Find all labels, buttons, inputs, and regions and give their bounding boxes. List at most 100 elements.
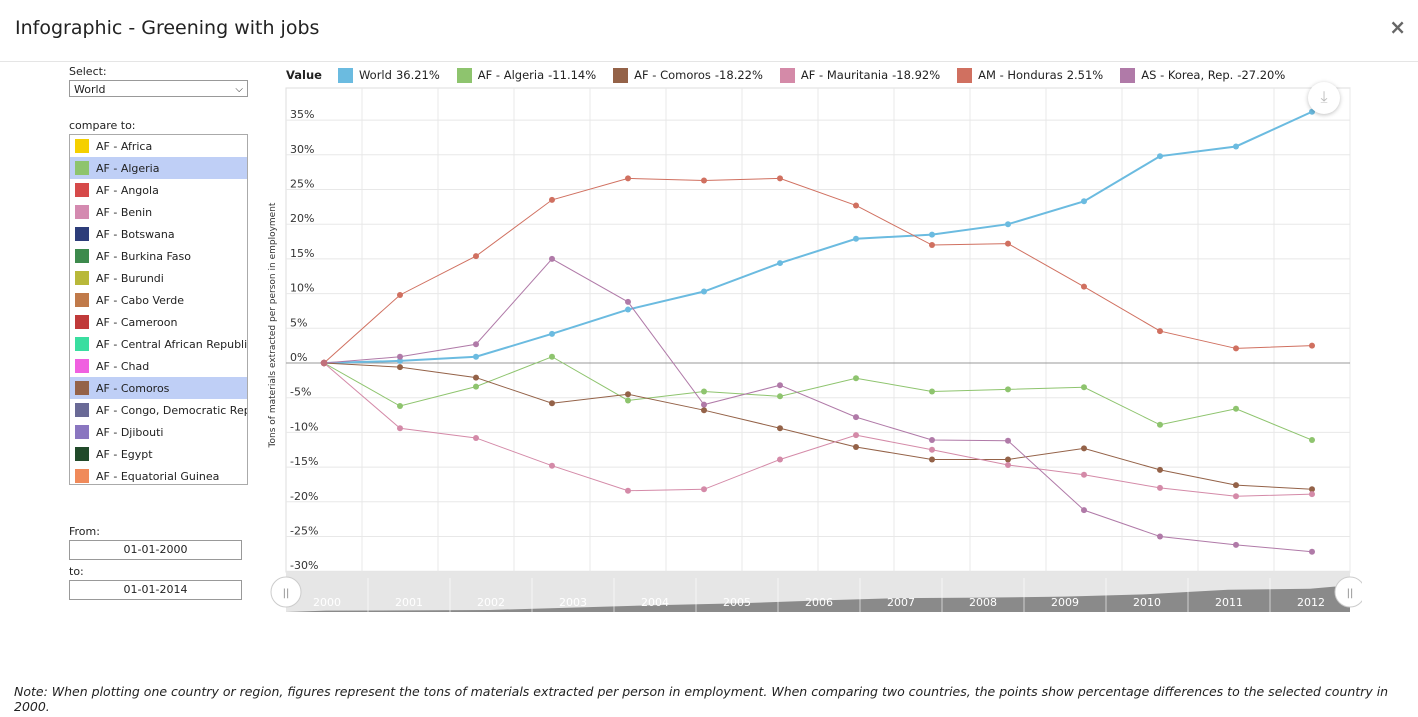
- data-point: [929, 388, 935, 395]
- list-item[interactable]: AF - Algeria: [70, 157, 247, 179]
- list-item[interactable]: AF - Chad: [70, 355, 247, 377]
- list-item[interactable]: AF - Cabo Verde: [70, 289, 247, 311]
- list-item[interactable]: AF - Equatorial Guinea: [70, 465, 247, 484]
- legend-item[interactable]: AF - Algeria -11.14%: [456, 67, 597, 83]
- list-item[interactable]: AF - Comoros: [70, 377, 247, 399]
- legend-item[interactable]: AM - Honduras 2.51%: [957, 67, 1104, 83]
- data-point: [777, 175, 783, 182]
- y-tick-label: 30%: [290, 143, 314, 156]
- navigator-label: 2012: [1297, 596, 1325, 609]
- list-item[interactable]: AF - Egypt: [70, 443, 247, 465]
- color-swatch: [75, 227, 89, 241]
- data-point: [1081, 198, 1087, 205]
- data-point: [473, 353, 479, 360]
- navigator-label: 2005: [723, 596, 751, 609]
- legend-item[interactable]: AS - Korea, Rep. -27.20%: [1120, 67, 1285, 83]
- navigator-handle-right[interactable]: [1334, 576, 1362, 608]
- y-tick-label: 20%: [290, 212, 314, 225]
- y-tick-label: -30%: [290, 559, 318, 572]
- list-item[interactable]: AF - Burkina Faso: [70, 245, 247, 267]
- data-point: [397, 425, 403, 432]
- color-swatch: [75, 469, 89, 483]
- y-tick-label: 0%: [290, 351, 307, 364]
- navigator-label: 2003: [559, 596, 587, 609]
- select-label: Select:: [69, 65, 107, 78]
- y-tick-label: 25%: [290, 178, 314, 191]
- list-item[interactable]: AF - Congo, Democratic Republ: [70, 399, 247, 421]
- navigator-label: 2011: [1215, 596, 1243, 609]
- country-select[interactable]: World ⌵: [69, 80, 248, 97]
- list-item-label: AF - Algeria: [96, 161, 160, 175]
- list-item[interactable]: AF - Central African Republic: [70, 333, 247, 355]
- list-item-label: AF - Botswana: [96, 227, 175, 241]
- legend-item[interactable]: World 36.21%: [337, 67, 440, 83]
- list-item[interactable]: AF - Benin: [70, 201, 247, 223]
- data-point: [1157, 533, 1163, 540]
- data-point: [1005, 221, 1011, 228]
- header: Infographic - Greening with jobs ×: [0, 0, 1418, 62]
- close-icon[interactable]: ×: [1389, 15, 1406, 39]
- to-date-input[interactable]: 01-01-2014: [69, 580, 242, 600]
- data-point: [853, 235, 859, 242]
- data-point: [473, 383, 479, 390]
- data-point: [701, 401, 707, 408]
- color-swatch: [75, 381, 89, 395]
- data-point: [1309, 342, 1315, 349]
- series-line: [323, 177, 1313, 364]
- data-point: [929, 446, 935, 453]
- data-point: [625, 487, 631, 494]
- list-item[interactable]: AF - Africa: [70, 135, 247, 157]
- legend-value: 2.51%: [1066, 68, 1104, 82]
- list-item[interactable]: AF - Angola: [70, 179, 247, 201]
- compare-label: compare to:: [69, 119, 136, 132]
- data-point: [473, 253, 479, 260]
- data-point: [1005, 456, 1011, 463]
- data-point: [549, 400, 555, 407]
- data-point: [473, 341, 479, 348]
- color-swatch: [75, 139, 89, 153]
- color-swatch: [75, 293, 89, 307]
- data-point: [1233, 493, 1239, 500]
- navigator-label: 2008: [969, 596, 997, 609]
- list-item[interactable]: AF - Djibouti: [70, 421, 247, 443]
- data-point: [929, 231, 935, 238]
- y-tick-label: 5%: [290, 316, 307, 329]
- list-item-label: AF - Cameroon: [96, 315, 178, 329]
- color-swatch: [75, 425, 89, 439]
- data-point: [1233, 405, 1239, 412]
- navigator-label: 2006: [805, 596, 833, 609]
- data-point: [625, 397, 631, 404]
- data-point: [1309, 548, 1315, 555]
- color-swatch: [75, 271, 89, 285]
- data-point: [1233, 143, 1239, 150]
- list-item[interactable]: AF - Cameroon: [70, 311, 247, 333]
- data-point: [1157, 153, 1163, 160]
- legend-item[interactable]: AF - Comoros -18.22%: [613, 67, 763, 83]
- compare-list[interactable]: AF - Africa AF - Algeria AF - Angola AF - B…: [69, 134, 248, 485]
- list-item[interactable]: AF - Burundi: [70, 267, 247, 289]
- y-tick-label: 35%: [290, 108, 314, 121]
- download-icon[interactable]: ⤓: [1308, 82, 1340, 114]
- data-point: [549, 353, 555, 360]
- data-point: [929, 242, 935, 249]
- data-point: [777, 425, 783, 432]
- data-point: [625, 298, 631, 305]
- data-point: [1309, 491, 1315, 498]
- data-point: [473, 434, 479, 441]
- legend-label: AF - Comoros: [634, 68, 711, 82]
- list-item[interactable]: AF - Botswana: [70, 223, 247, 245]
- chart-legend: Value World 36.21% AF - Algeria -11.14% AF -…: [286, 66, 1302, 84]
- from-date-input[interactable]: 01-01-2000: [69, 540, 242, 560]
- legend-value: -11.14%: [548, 68, 597, 82]
- legend-item[interactable]: AF - Mauritania -18.92%: [779, 67, 940, 83]
- data-point: [1005, 462, 1011, 469]
- navigator-handle-left[interactable]: [270, 576, 302, 608]
- data-point: [1157, 484, 1163, 491]
- legend-label: AS - Korea, Rep.: [1141, 68, 1234, 82]
- data-point: [1309, 437, 1315, 444]
- color-swatch: [75, 205, 89, 219]
- data-point: [549, 196, 555, 203]
- legend-swatch: [1120, 67, 1136, 83]
- navigator-label: 2000: [313, 596, 341, 609]
- color-swatch: [75, 161, 89, 175]
